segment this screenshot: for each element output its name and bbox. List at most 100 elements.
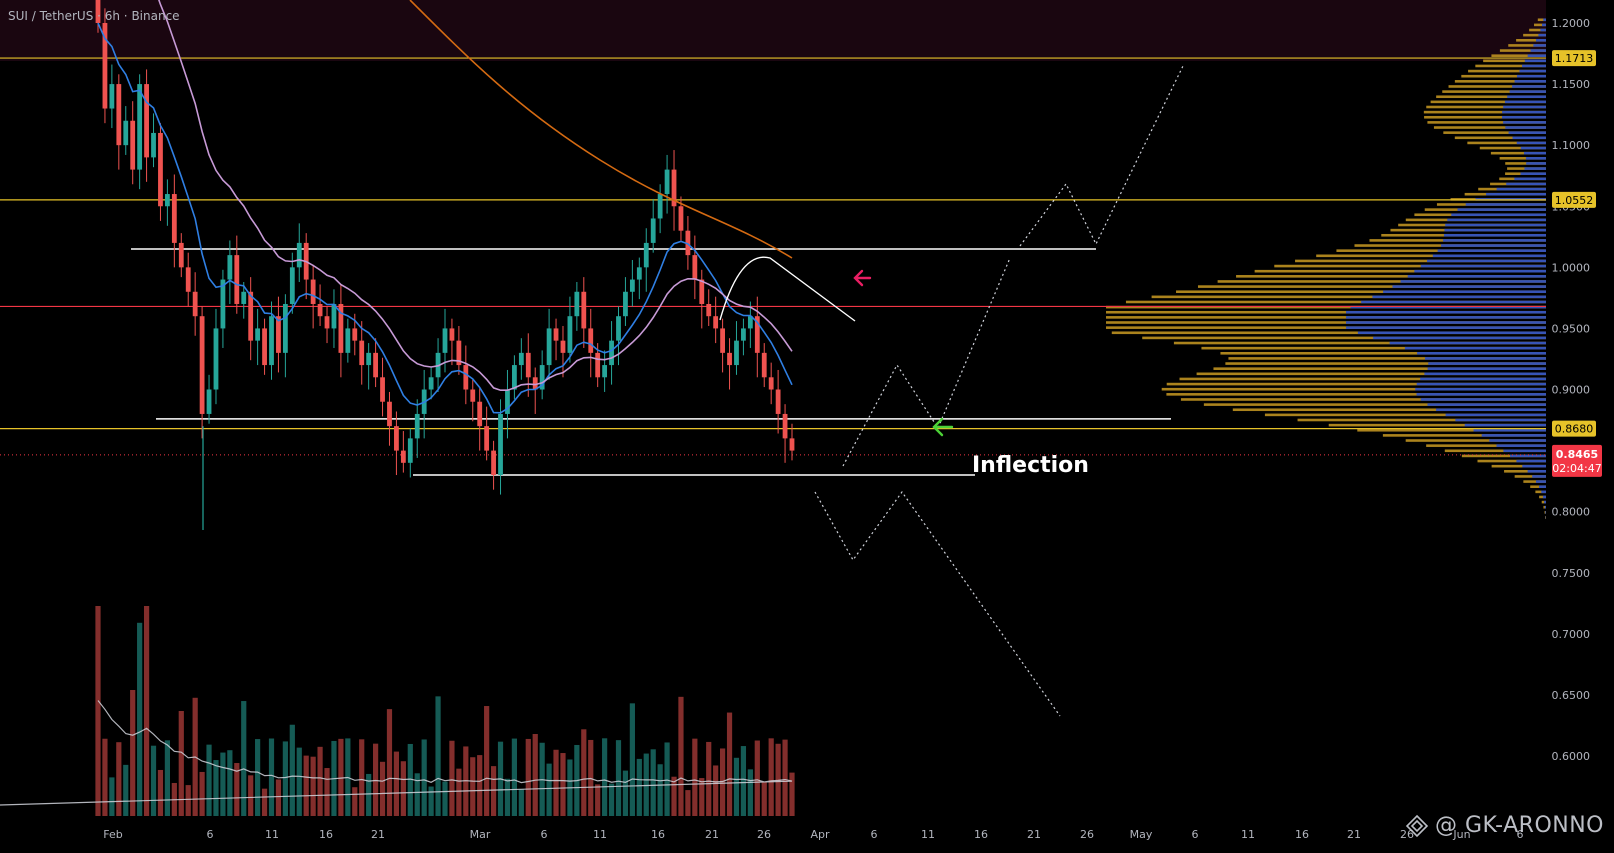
vp-row-blue — [1503, 121, 1546, 124]
vp-row-blue — [1445, 224, 1546, 227]
candle-body — [450, 328, 455, 340]
volume-bar — [387, 709, 392, 816]
candle-body — [214, 328, 219, 389]
volume-bar — [200, 772, 205, 816]
candle-body — [491, 451, 496, 475]
vp-row-blue — [1509, 131, 1546, 134]
vp-row-blue — [1513, 136, 1546, 139]
candle-body — [415, 414, 420, 438]
volume-bar — [658, 764, 663, 816]
candle-body — [568, 316, 573, 353]
candle-body — [790, 438, 795, 450]
watermark-text: @ GK-ARONNO — [1435, 813, 1604, 838]
volume-bar — [262, 789, 267, 816]
vp-row-blue — [1441, 244, 1546, 247]
vp-row-blue — [1417, 393, 1546, 396]
candle-body — [408, 438, 413, 462]
volume-bar — [720, 748, 725, 816]
candle-body — [554, 328, 559, 340]
vp-row-blue — [1414, 270, 1546, 273]
vp-row-blue — [1524, 167, 1546, 170]
volume-bar — [789, 773, 794, 816]
volume-bar — [317, 747, 322, 816]
volume-bar — [442, 782, 447, 816]
x-tick-label: 6 — [1192, 828, 1199, 841]
candle-body — [380, 377, 385, 401]
candle-body — [429, 377, 434, 389]
volume-bar — [165, 740, 170, 816]
x-tick-label: 6 — [541, 828, 548, 841]
volume-bar — [533, 734, 538, 816]
volume-bar — [706, 742, 711, 816]
candle-body — [345, 328, 350, 352]
y-tick-label: 0.9000 — [1552, 384, 1591, 397]
vp-row-blue — [1545, 511, 1546, 514]
vp-row-blue — [1346, 326, 1546, 329]
x-tick-label: 26 — [757, 828, 771, 841]
candle-body — [373, 353, 378, 377]
volume-bar — [158, 770, 163, 816]
y-tick-label: 0.8000 — [1552, 506, 1591, 519]
x-tick-label: 21 — [371, 828, 385, 841]
candle-body — [602, 365, 607, 377]
current-price-text: 0.8465 — [1556, 448, 1598, 461]
volume-bar — [678, 697, 683, 816]
vp-row-blue — [1502, 116, 1546, 119]
candle-body — [658, 194, 663, 218]
vp-row-blue — [1526, 162, 1546, 165]
vp-row-blue — [1496, 444, 1546, 447]
vp-row-blue — [1383, 290, 1546, 293]
vp-row-blue — [1543, 496, 1546, 499]
vp-row-blue — [1543, 18, 1546, 21]
candle-body — [616, 316, 621, 340]
volume-bar — [186, 785, 191, 816]
vp-row-blue — [1346, 321, 1546, 324]
volume-bar — [748, 769, 753, 816]
volume-bar — [401, 761, 406, 816]
symbol-title: SUI / TetherUS · 6h · Binance — [8, 9, 180, 23]
candle-body — [290, 267, 295, 304]
volume-bar — [394, 752, 399, 816]
x-tick-label: 16 — [974, 828, 988, 841]
y-tick-label: 1.2000 — [1552, 17, 1591, 30]
volume-bar — [359, 739, 364, 816]
vp-row-blue — [1536, 39, 1546, 42]
candle-body — [276, 316, 281, 353]
volume-bar — [227, 750, 232, 816]
volume-bar — [769, 738, 774, 816]
x-tick-label: 11 — [593, 828, 607, 841]
candle-body — [783, 414, 788, 438]
candle-body — [318, 304, 323, 316]
volume-bar — [304, 756, 309, 816]
candle-body — [463, 365, 468, 389]
vp-row-blue — [1519, 70, 1546, 73]
vp-row-blue — [1505, 101, 1546, 104]
vp-row-blue — [1427, 403, 1546, 406]
vp-row-blue — [1358, 331, 1546, 334]
vp-row-blue — [1486, 193, 1546, 196]
vp-row-blue — [1346, 316, 1546, 319]
candle-body — [172, 194, 177, 243]
volume-bar — [470, 757, 475, 816]
candle-body — [137, 84, 142, 170]
vp-row-blue — [1465, 424, 1546, 427]
vp-row-blue — [1427, 260, 1546, 263]
candle-body — [144, 84, 149, 157]
vp-row-blue — [1444, 229, 1546, 232]
candle-body — [713, 316, 718, 328]
x-tick-label: May — [1130, 828, 1153, 841]
candle-body — [262, 328, 267, 365]
vp-row-blue — [1451, 213, 1546, 216]
volume-bar — [512, 739, 517, 816]
candle-body — [470, 390, 475, 402]
y-tick-label: 0.9500 — [1552, 322, 1591, 335]
volume-bar — [109, 777, 114, 816]
candle-body — [588, 328, 593, 352]
premium-zone — [0, 0, 1546, 61]
x-tick-label: 21 — [1027, 828, 1041, 841]
volume-bar — [435, 696, 440, 816]
candle-body — [200, 316, 205, 414]
level-price-text: 1.1713 — [1555, 52, 1594, 65]
